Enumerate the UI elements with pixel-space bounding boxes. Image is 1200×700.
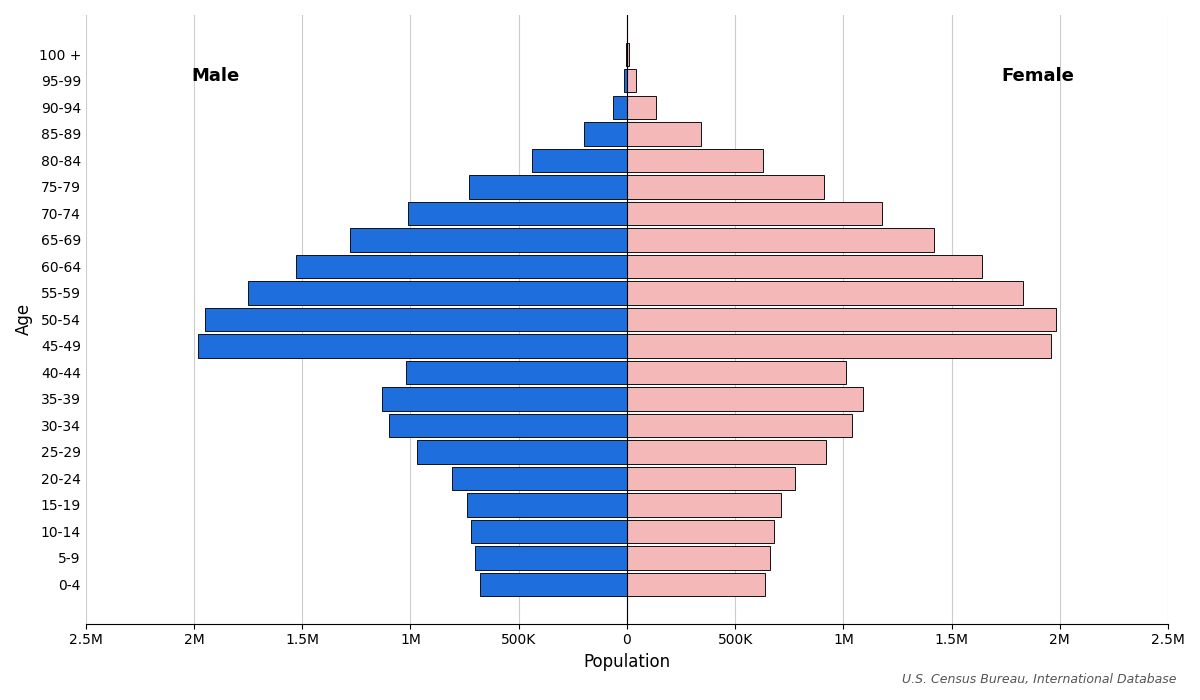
Bar	[626, 519, 774, 543]
Bar	[406, 360, 626, 384]
Bar	[408, 202, 626, 225]
Bar	[626, 281, 1024, 304]
Bar	[626, 494, 781, 517]
Bar	[389, 414, 626, 437]
Bar	[532, 148, 626, 172]
Bar	[205, 308, 626, 331]
Bar	[350, 228, 626, 251]
Bar	[295, 255, 626, 278]
Bar	[198, 334, 626, 358]
Bar	[626, 334, 1051, 358]
Bar	[626, 308, 1056, 331]
Bar	[475, 546, 626, 570]
Bar	[626, 467, 794, 490]
Bar	[626, 228, 935, 251]
Bar	[626, 360, 846, 384]
Bar	[583, 122, 626, 146]
Bar	[416, 440, 626, 463]
Bar	[451, 467, 626, 490]
Y-axis label: Age: Age	[14, 303, 32, 335]
Text: Male: Male	[192, 66, 240, 85]
Bar	[626, 387, 863, 410]
Bar	[467, 494, 626, 517]
Bar	[626, 175, 824, 199]
Bar	[626, 43, 629, 66]
Bar	[626, 148, 763, 172]
Bar	[626, 96, 656, 119]
Bar	[248, 281, 626, 304]
Bar	[626, 414, 852, 437]
Bar	[624, 69, 626, 92]
Bar	[626, 69, 636, 92]
Bar	[383, 387, 626, 410]
Bar	[626, 546, 769, 570]
Bar	[626, 202, 882, 225]
Bar	[626, 440, 826, 463]
Bar	[626, 122, 701, 146]
Bar	[472, 519, 626, 543]
Bar	[613, 96, 626, 119]
Bar	[626, 255, 982, 278]
Bar	[469, 175, 626, 199]
Bar	[480, 573, 626, 596]
Text: U.S. Census Bureau, International Database: U.S. Census Bureau, International Databa…	[901, 673, 1176, 686]
X-axis label: Population: Population	[583, 653, 671, 671]
Bar	[626, 573, 766, 596]
Text: Female: Female	[1002, 66, 1075, 85]
